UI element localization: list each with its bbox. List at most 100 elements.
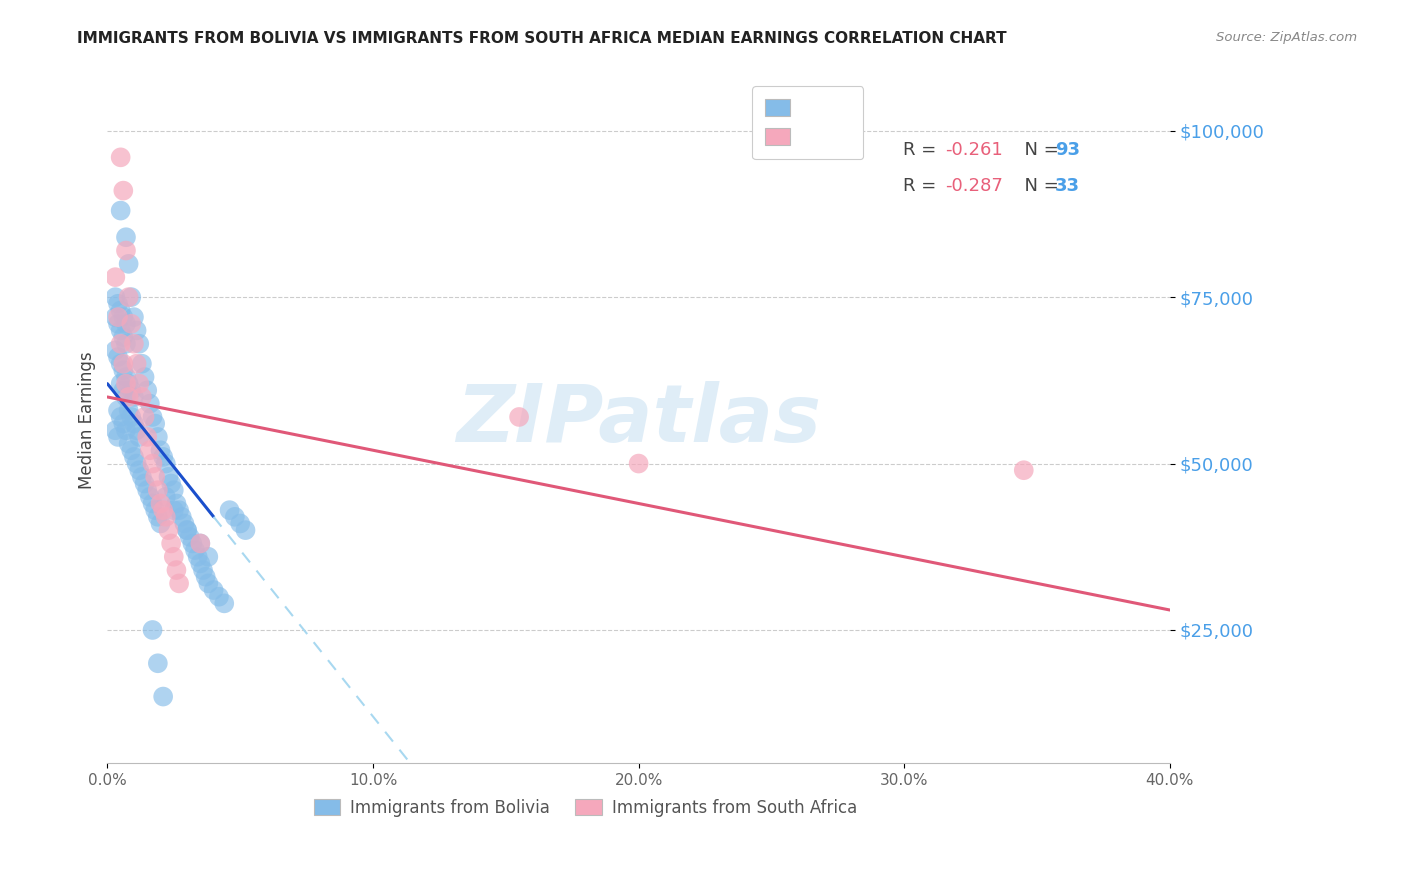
Point	[122, 450, 145, 464]
Point	[181, 536, 204, 550]
Text: -0.287: -0.287	[945, 177, 1004, 194]
Point	[212, 596, 235, 610]
Point	[112, 357, 135, 371]
Point	[110, 303, 132, 318]
Point	[117, 403, 139, 417]
Point	[122, 310, 145, 324]
Point	[155, 509, 177, 524]
Point	[110, 203, 132, 218]
Text: -0.261: -0.261	[945, 141, 1002, 159]
Point	[115, 376, 138, 391]
Point	[115, 423, 138, 437]
Point	[110, 323, 132, 337]
Point	[110, 357, 132, 371]
Point	[117, 290, 139, 304]
Point	[131, 357, 153, 371]
Point	[107, 430, 129, 444]
Point	[188, 557, 211, 571]
Point	[139, 490, 162, 504]
Point	[224, 509, 246, 524]
Point	[188, 536, 211, 550]
Point	[143, 470, 166, 484]
Point	[194, 570, 217, 584]
Text: R =: R =	[903, 177, 942, 194]
Point	[110, 150, 132, 164]
Point	[125, 323, 148, 337]
Point	[155, 457, 177, 471]
Point	[146, 509, 169, 524]
Point	[149, 496, 172, 510]
Point	[112, 184, 135, 198]
Point	[218, 503, 240, 517]
Point	[139, 443, 162, 458]
Point	[107, 403, 129, 417]
Point	[112, 310, 135, 324]
Legend: Immigrants from Bolivia, Immigrants from South Africa: Immigrants from Bolivia, Immigrants from…	[307, 792, 863, 823]
Point	[197, 549, 219, 564]
Point	[167, 503, 190, 517]
Point	[128, 430, 150, 444]
Point	[139, 397, 162, 411]
Point	[104, 270, 127, 285]
Point	[115, 370, 138, 384]
Text: Source: ZipAtlas.com: Source: ZipAtlas.com	[1216, 31, 1357, 45]
Point	[173, 516, 195, 531]
Point	[107, 310, 129, 324]
Point	[627, 457, 650, 471]
Point	[143, 503, 166, 517]
Point	[141, 457, 163, 471]
Point	[146, 483, 169, 498]
Point	[141, 496, 163, 510]
Point	[107, 317, 129, 331]
Point	[104, 343, 127, 358]
Point	[152, 690, 174, 704]
Point	[110, 409, 132, 424]
Point	[202, 582, 225, 597]
Point	[176, 523, 198, 537]
Point	[146, 430, 169, 444]
Point	[117, 436, 139, 450]
Point	[107, 297, 129, 311]
Point	[131, 470, 153, 484]
Point	[157, 470, 180, 484]
Point	[157, 523, 180, 537]
Point	[112, 384, 135, 398]
Point	[112, 363, 135, 377]
Point	[104, 310, 127, 324]
Point	[165, 496, 187, 510]
Point	[136, 384, 159, 398]
Point	[120, 409, 142, 424]
Point	[128, 376, 150, 391]
Point	[120, 384, 142, 398]
Point	[115, 244, 138, 258]
Point	[104, 290, 127, 304]
Text: 93: 93	[1054, 141, 1080, 159]
Point	[120, 443, 142, 458]
Point	[125, 457, 148, 471]
Point	[115, 230, 138, 244]
Point	[128, 463, 150, 477]
Point	[134, 409, 156, 424]
Point	[152, 503, 174, 517]
Point	[165, 563, 187, 577]
Point	[115, 336, 138, 351]
Point	[134, 370, 156, 384]
Point	[141, 623, 163, 637]
Point	[160, 536, 183, 550]
Point	[122, 336, 145, 351]
Point	[110, 336, 132, 351]
Point	[170, 509, 193, 524]
Point	[120, 317, 142, 331]
Point	[187, 549, 209, 564]
Point	[160, 476, 183, 491]
Point	[184, 543, 207, 558]
Point	[167, 576, 190, 591]
Point	[208, 590, 231, 604]
Point	[152, 450, 174, 464]
Point	[1012, 463, 1035, 477]
Text: N =: N =	[1012, 141, 1064, 159]
Point	[229, 516, 252, 531]
Point	[136, 430, 159, 444]
Point	[117, 390, 139, 404]
Point	[163, 483, 186, 498]
